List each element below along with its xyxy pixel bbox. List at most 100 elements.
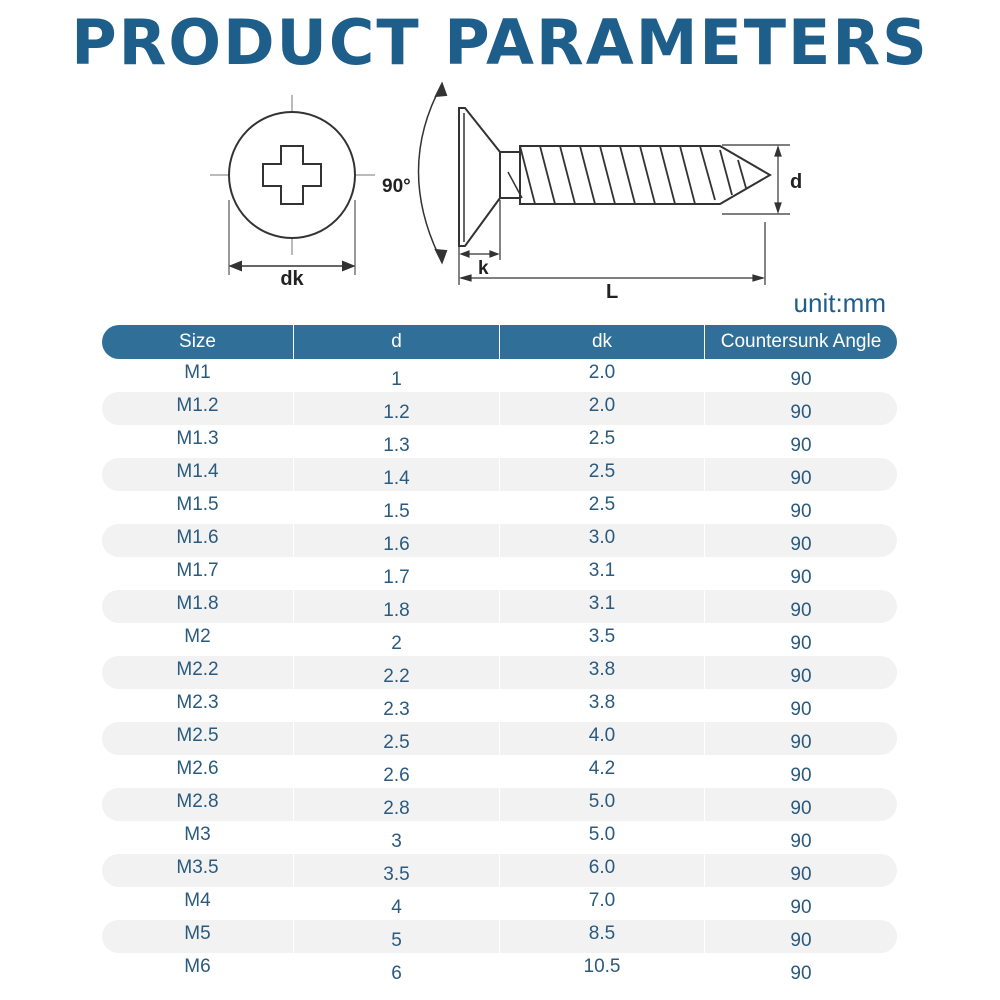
cell-dk: 2.0	[500, 392, 705, 425]
cell-size: M5	[102, 920, 294, 953]
cell-angle: 90	[790, 798, 812, 819]
cell-size: M3	[102, 821, 294, 854]
cell-size: M2.2	[102, 656, 294, 689]
header-countersunk-angle: Countersunk Angle	[720, 331, 882, 352]
cell-size: M1.3	[102, 425, 294, 458]
table-row: M1.2 1.2 2.0 90	[102, 392, 897, 425]
table-row: M1.6 1.6 3.0 90	[102, 524, 897, 557]
cell-dk: 3.1	[500, 590, 705, 623]
k-label: k	[478, 258, 489, 279]
cell-size: M1.4	[102, 458, 294, 491]
cell-dk: 5.0	[500, 821, 705, 854]
cell-dk: 2.5	[500, 458, 705, 491]
cell-angle: 90	[790, 699, 812, 720]
cell-angle: 90	[790, 831, 812, 852]
cell-dk: 3.5	[500, 623, 705, 656]
cell-size: M2.5	[102, 722, 294, 755]
table-row: M1.8 1.8 3.1 90	[102, 590, 897, 623]
cell-d: 3	[294, 821, 500, 854]
table-row: M2.2 2.2 3.8 90	[102, 656, 897, 689]
cell-size: M2	[102, 623, 294, 656]
cell-d: 1.8	[294, 590, 500, 623]
cell-size: M3.5	[102, 854, 294, 887]
table-row: M1 1 2.0 90	[102, 359, 897, 392]
cell-d: 1	[294, 359, 500, 392]
cell-angle: 90	[790, 666, 812, 687]
cell-dk: 3.1	[500, 557, 705, 590]
cell-d: 6	[294, 953, 500, 986]
cell-dk: 10.5	[500, 953, 705, 986]
cell-size: M2.6	[102, 755, 294, 788]
table-header: Size d dk Countersunk Angle	[102, 325, 897, 359]
cell-dk: 4.0	[500, 722, 705, 755]
table-row: M4 4 7.0 90	[102, 887, 897, 920]
screw-dimension-diagram: dk 90°	[0, 70, 1000, 310]
cell-angle: 90	[790, 567, 812, 588]
dk-label: dk	[280, 268, 304, 290]
cell-d: 1.5	[294, 491, 500, 524]
screw-head-top-view	[210, 95, 375, 275]
cell-size: M2.3	[102, 689, 294, 722]
cell-d: 2.6	[294, 755, 500, 788]
cell-d: 2	[294, 623, 500, 656]
cell-angle: 90	[790, 435, 812, 456]
table-row: M3.5 3.5 6.0 90	[102, 854, 897, 887]
table-row: M2 2 3.5 90	[102, 623, 897, 656]
cell-angle: 90	[790, 765, 812, 786]
cell-angle: 90	[790, 402, 812, 423]
unit-label: unit:mm	[793, 288, 886, 318]
header-dk: dk	[500, 325, 705, 359]
cell-size: M2.8	[102, 788, 294, 821]
cell-size: M1.5	[102, 491, 294, 524]
cell-dk: 7.0	[500, 887, 705, 920]
table-row: M2.3 2.3 3.8 90	[102, 689, 897, 722]
d-label: d	[790, 171, 802, 193]
cell-d: 1.4	[294, 458, 500, 491]
table-row: M1.3 1.3 2.5 90	[102, 425, 897, 458]
cell-d: 1.3	[294, 425, 500, 458]
cell-dk: 3.8	[500, 689, 705, 722]
cell-d: 1.6	[294, 524, 500, 557]
page-title: PRODUCT PARAMETERS	[71, 6, 929, 79]
cell-size: M1.7	[102, 557, 294, 590]
cell-dk: 8.5	[500, 920, 705, 953]
parameters-table: Size d dk Countersunk Angle M1 1 2.0 90 M1.2…	[102, 325, 897, 986]
cell-d: 2.8	[294, 788, 500, 821]
cell-angle: 90	[790, 930, 812, 951]
cell-dk: 2.0	[500, 359, 705, 392]
cell-dk: 3.8	[500, 656, 705, 689]
cell-size: M4	[102, 887, 294, 920]
cell-d: 5	[294, 920, 500, 953]
cell-size: M6	[102, 953, 294, 986]
cell-d: 1.2	[294, 392, 500, 425]
cell-dk: 2.5	[500, 491, 705, 524]
l-label: L	[606, 281, 618, 303]
table-row: M2.6 2.6 4.2 90	[102, 755, 897, 788]
cell-angle: 90	[790, 369, 812, 390]
cell-angle: 90	[790, 600, 812, 621]
cell-dk: 4.2	[500, 755, 705, 788]
table-row: M2.8 2.8 5.0 90	[102, 788, 897, 821]
header-size: Size	[102, 325, 294, 359]
header-d: d	[294, 325, 500, 359]
cell-angle: 90	[790, 534, 812, 555]
cell-dk: 5.0	[500, 788, 705, 821]
cell-size: M1	[102, 359, 294, 392]
table-row: M2.5 2.5 4.0 90	[102, 722, 897, 755]
cell-angle: 90	[790, 732, 812, 753]
cell-angle: 90	[790, 633, 812, 654]
screw-side-view	[417, 81, 772, 265]
cell-angle: 90	[790, 897, 812, 918]
table-row: M1.7 1.7 3.1 90	[102, 557, 897, 590]
cell-d: 2.2	[294, 656, 500, 689]
cell-angle: 90	[790, 963, 812, 984]
cell-d: 3.5	[294, 854, 500, 887]
table-body: M1 1 2.0 90 M1.2 1.2 2.0 90 M1.3 1.3 2.5 90 M1.4 1.4 2…	[102, 359, 897, 986]
cell-angle: 90	[790, 864, 812, 885]
cell-dk: 6.0	[500, 854, 705, 887]
cell-angle: 90	[790, 468, 812, 489]
cell-d: 4	[294, 887, 500, 920]
cell-dk: 2.5	[500, 425, 705, 458]
table-row: M5 5 8.5 90	[102, 920, 897, 953]
cell-d: 2.5	[294, 722, 500, 755]
